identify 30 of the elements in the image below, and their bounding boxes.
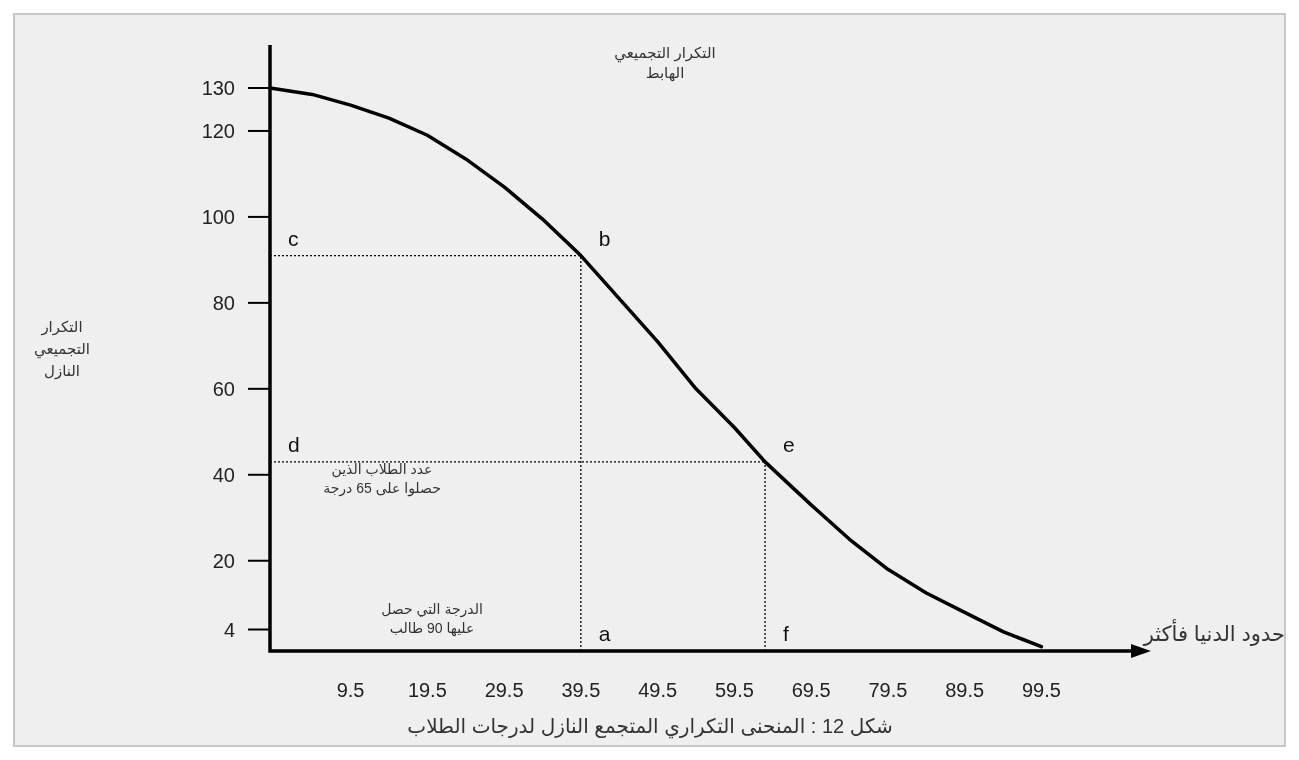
y-tick-label: 40 — [212, 463, 235, 486]
annotation: f — [783, 622, 790, 645]
annotation: التكرار التجميعي الهابط — [614, 44, 716, 82]
y-tick-label: 100 — [201, 205, 235, 228]
annotation: c — [288, 226, 299, 250]
y-tick-label: 4 — [223, 618, 235, 641]
x-tick-label: 29.5 — [484, 679, 524, 701]
annotation: الدرجة التي حصل عليها 90 طالب — [381, 601, 483, 637]
y-tick-label: 80 — [212, 291, 235, 314]
y-tick-label: 20 — [212, 549, 235, 572]
y-tick-label: 120 — [201, 119, 235, 142]
annotation: d — [288, 432, 300, 456]
x-tick-label: 89.5 — [945, 679, 985, 701]
x-axis-title: حدود الدنيا فأكثر — [1142, 619, 1285, 646]
x-tick-label: 99.5 — [1021, 679, 1061, 701]
annotation: e — [783, 432, 795, 456]
x-tick-label: 19.5 — [407, 679, 447, 701]
annotation: a — [598, 622, 611, 645]
x-tick-label: 69.5 — [791, 679, 831, 701]
y-tick-label: 60 — [212, 377, 235, 400]
x-tick-label: 9.5 — [336, 679, 365, 701]
annotation: b — [598, 226, 611, 250]
x-tick-label: 39.5 — [561, 679, 601, 701]
text: التكرار التجميعي النازل — [34, 318, 90, 380]
x-tick-label: 49.5 — [638, 679, 678, 701]
x-tick-label: 79.5 — [868, 679, 908, 701]
text: شكل 12 : المنحنى التكراري المتجمع النازل لدرجات الطلاب — [407, 715, 893, 739]
x-tick-label: 59.5 — [714, 679, 754, 701]
annotation: عدد الطلاب الذين حصلوا على 65 درجة — [323, 461, 441, 497]
y-tick-label: 130 — [201, 76, 235, 99]
